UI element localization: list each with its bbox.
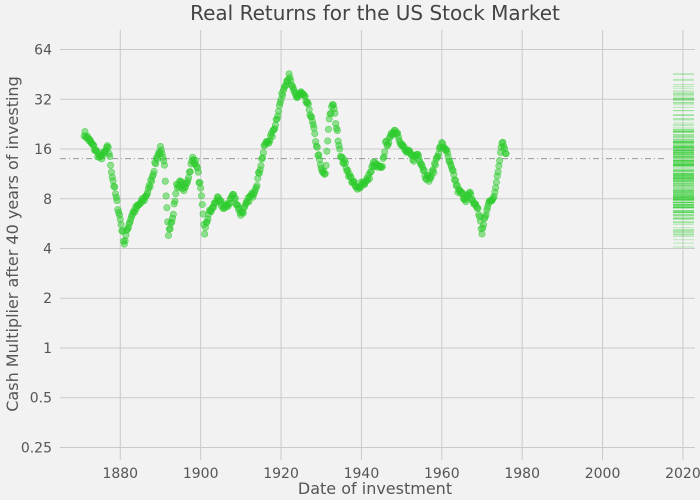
data-point — [231, 194, 239, 202]
x-tick-label: 2020 — [665, 466, 700, 482]
data-point — [502, 150, 510, 158]
data-point — [160, 161, 168, 169]
data-point — [169, 210, 177, 218]
data-point — [257, 162, 265, 170]
x-tick-label: 1940 — [344, 466, 380, 482]
x-tick-labels: 1880 1900 1920 1940 1960 1980 2000 2020 — [102, 466, 700, 482]
data-point — [480, 221, 488, 229]
y-tick-labels: 0.25 0.5 1 2 4 8 16 32 64 — [21, 43, 52, 457]
x-tick-label: 1880 — [102, 466, 138, 482]
data-point — [494, 168, 502, 176]
data-point — [186, 168, 194, 176]
data-point — [474, 204, 482, 212]
data-point — [161, 177, 169, 185]
data-point — [111, 183, 119, 191]
y-tick-label: 8 — [43, 192, 52, 208]
data-point — [162, 192, 170, 200]
y-tick-label: 0.25 — [21, 440, 52, 456]
x-tick-label: 1980 — [504, 466, 540, 482]
data-point — [321, 170, 329, 178]
data-point — [259, 149, 267, 157]
data-point — [171, 197, 179, 205]
y-tick-label: 64 — [34, 43, 52, 59]
data-point — [324, 125, 332, 133]
y-tick-label: 16 — [34, 142, 52, 158]
data-point — [365, 175, 373, 183]
data-point — [333, 126, 341, 134]
data-point — [201, 230, 209, 238]
data-point — [378, 163, 386, 171]
data-point — [381, 148, 389, 156]
y-tick-label: 2 — [43, 291, 52, 307]
data-point — [117, 221, 125, 229]
rug-marks — [673, 73, 694, 248]
data-point — [172, 190, 180, 198]
data-point — [268, 133, 276, 141]
data-point — [163, 204, 171, 212]
data-point — [275, 107, 283, 115]
y-axis-title: Cash Multiplier after 40 years of invest… — [3, 76, 22, 411]
x-tick-label: 1920 — [263, 466, 299, 482]
data-point — [331, 109, 339, 117]
x-axis-title: Date of investment — [298, 479, 452, 498]
y-tick-label: 32 — [34, 92, 52, 108]
data-points — [80, 70, 510, 248]
data-point — [192, 156, 200, 164]
data-point — [166, 225, 174, 233]
data-point — [107, 161, 115, 169]
chart-title: Real Returns for the US Stock Market — [190, 1, 560, 25]
data-point — [323, 147, 331, 155]
data-point — [492, 178, 500, 186]
data-point — [113, 197, 121, 205]
data-point — [324, 137, 332, 145]
data-point — [253, 182, 261, 190]
data-point — [197, 184, 205, 192]
data-point — [106, 152, 114, 160]
data-point — [431, 161, 439, 169]
data-point — [336, 145, 344, 153]
data-point — [198, 200, 206, 208]
data-point — [311, 130, 319, 138]
y-tick-label: 1 — [43, 341, 52, 357]
data-point — [478, 230, 486, 238]
data-point — [165, 231, 173, 239]
data-point — [194, 168, 202, 176]
data-point — [150, 168, 158, 176]
data-point — [313, 143, 321, 151]
data-point — [104, 144, 112, 152]
y-tick-label: 0.5 — [30, 391, 52, 407]
data-point — [322, 161, 330, 169]
y-tick-label: 4 — [43, 242, 52, 258]
data-point — [430, 169, 438, 177]
x-tick-label: 1960 — [424, 466, 460, 482]
data-point — [496, 157, 504, 165]
grid — [60, 30, 695, 460]
x-tick-label: 2000 — [585, 466, 621, 482]
data-point — [197, 192, 205, 200]
x-tick-label: 1900 — [183, 466, 219, 482]
